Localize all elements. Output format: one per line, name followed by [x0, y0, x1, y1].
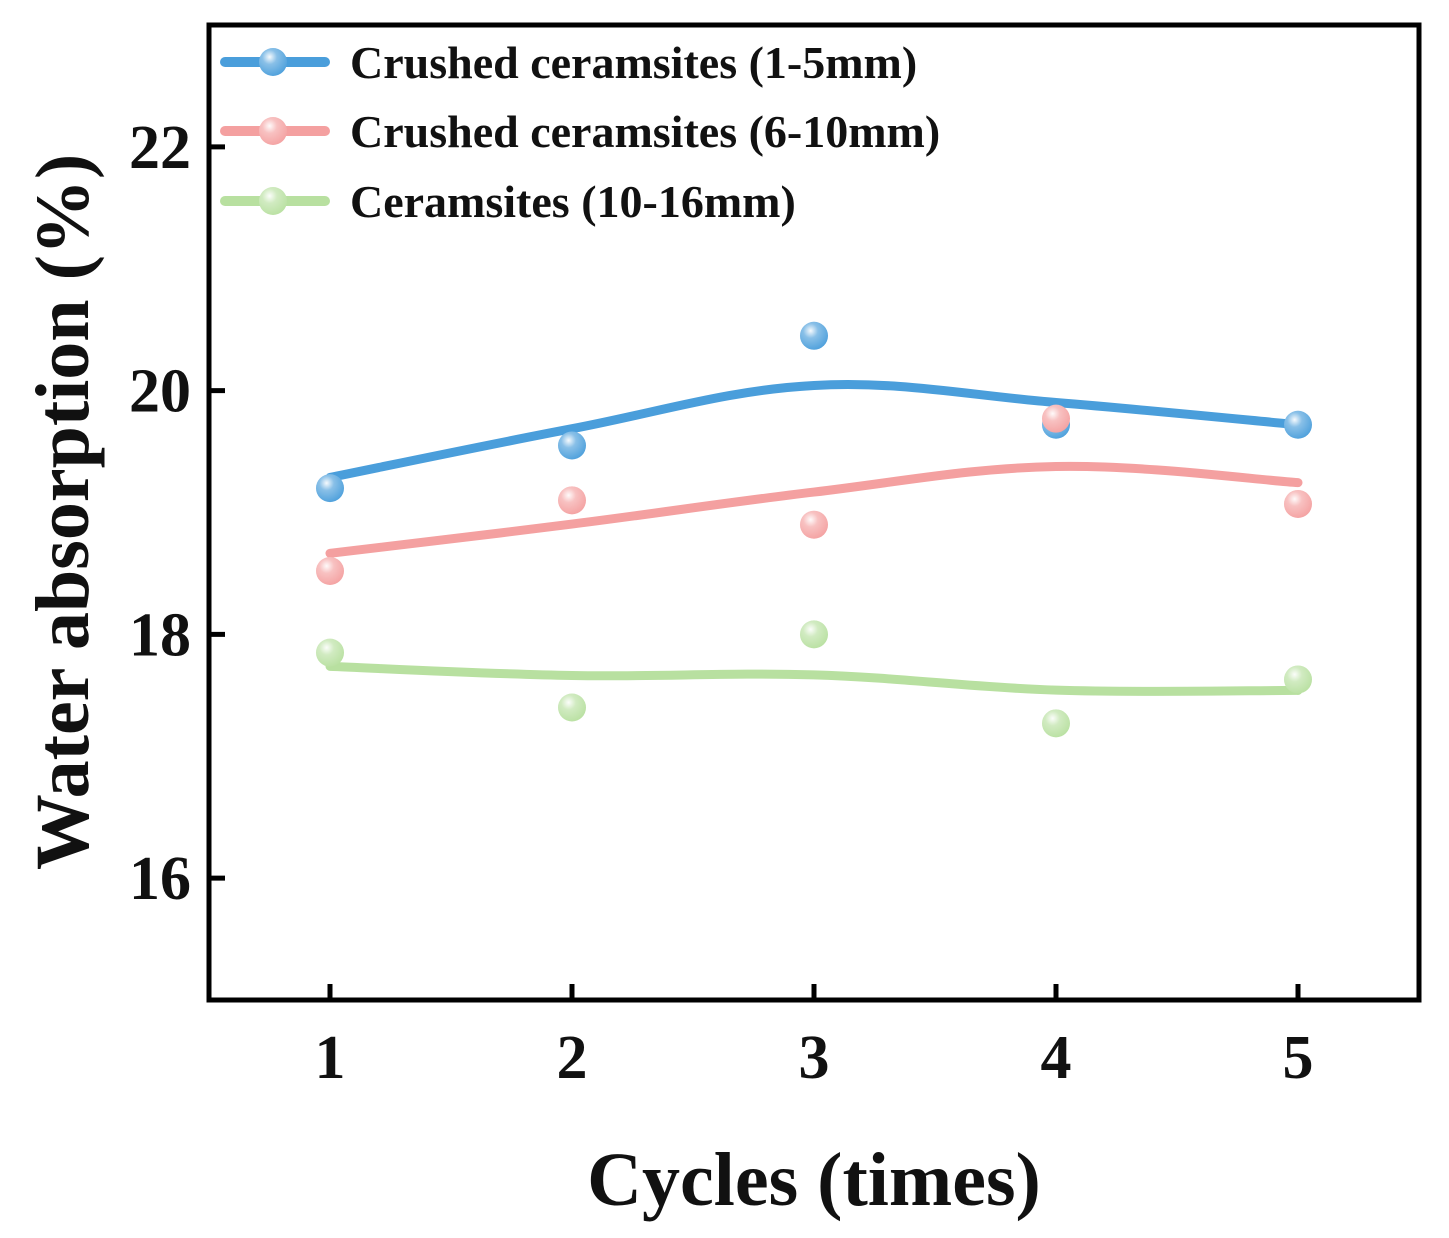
y-tick-label-20: 20	[129, 358, 191, 426]
series-line-6-10mm	[325, 461, 1303, 558]
axis-layer: 1 2 3 4 5 16 18 20 22	[129, 114, 1314, 1092]
data-point-gloss-10-16mm-1	[316, 638, 344, 667]
data-point-gloss-1-5mm-1	[316, 474, 344, 503]
data-point-gloss-10-16mm-2	[558, 693, 586, 722]
x-tick-label-3: 3	[799, 1024, 830, 1092]
data-point-gloss-6-10mm-5	[1284, 489, 1312, 518]
data-point-gloss-10-16mm-4	[1042, 709, 1070, 738]
x-tick-label-1: 1	[315, 1024, 346, 1092]
x-tick-label-4: 4	[1041, 1024, 1072, 1092]
y-tick-label-16: 16	[129, 845, 191, 913]
data-point-gloss-6-10mm-4	[1042, 404, 1070, 433]
data-point-gloss-1-5mm-5	[1284, 410, 1312, 439]
series-line-1-5mm	[325, 380, 1303, 482]
legend-entry-6-10mm: Crushed ceramsites (6-10mm)	[220, 106, 940, 157]
data-point-gloss-1-5mm-2	[558, 431, 586, 460]
data-point-gloss-10-16mm-3	[800, 620, 828, 649]
legend-entry-1-5mm: Crushed ceramsites (1-5mm)	[220, 37, 917, 88]
y-tick-label-18: 18	[129, 601, 191, 669]
series-line-10-16mm	[325, 661, 1303, 696]
data-point-gloss-10-16mm-5	[1284, 665, 1312, 694]
data-point-gloss-6-10mm-2	[558, 486, 586, 515]
legend-marker-gloss-6-10mm	[259, 117, 287, 145]
data-point-gloss-6-10mm-3	[800, 510, 828, 539]
x-tick-label-5: 5	[1283, 1024, 1314, 1092]
y-axis-title: Water absorption (%)	[21, 154, 105, 870]
legend-marker-gloss-10-16mm	[259, 187, 287, 215]
y-tick-label-22: 22	[129, 114, 191, 182]
legend-label-10-16mm: Ceramsites (10-16mm)	[350, 176, 796, 227]
legend-label-1-5mm: Crushed ceramsites (1-5mm)	[350, 37, 917, 88]
legend-marker-gloss-1-5mm	[259, 48, 287, 76]
legend-label-6-10mm: Crushed ceramsites (6-10mm)	[350, 106, 940, 157]
data-point-gloss-6-10mm-1	[316, 557, 344, 585]
data-point-gloss-1-5mm-3	[800, 321, 828, 350]
x-tick-label-2: 2	[557, 1024, 588, 1092]
legend: Crushed ceramsites (1-5mm) Crushed ceram…	[220, 37, 940, 227]
x-axis-title: Cycles (times)	[587, 1138, 1041, 1222]
series-layer	[316, 321, 1312, 738]
legend-entry-10-16mm: Ceramsites (10-16mm)	[220, 176, 796, 227]
